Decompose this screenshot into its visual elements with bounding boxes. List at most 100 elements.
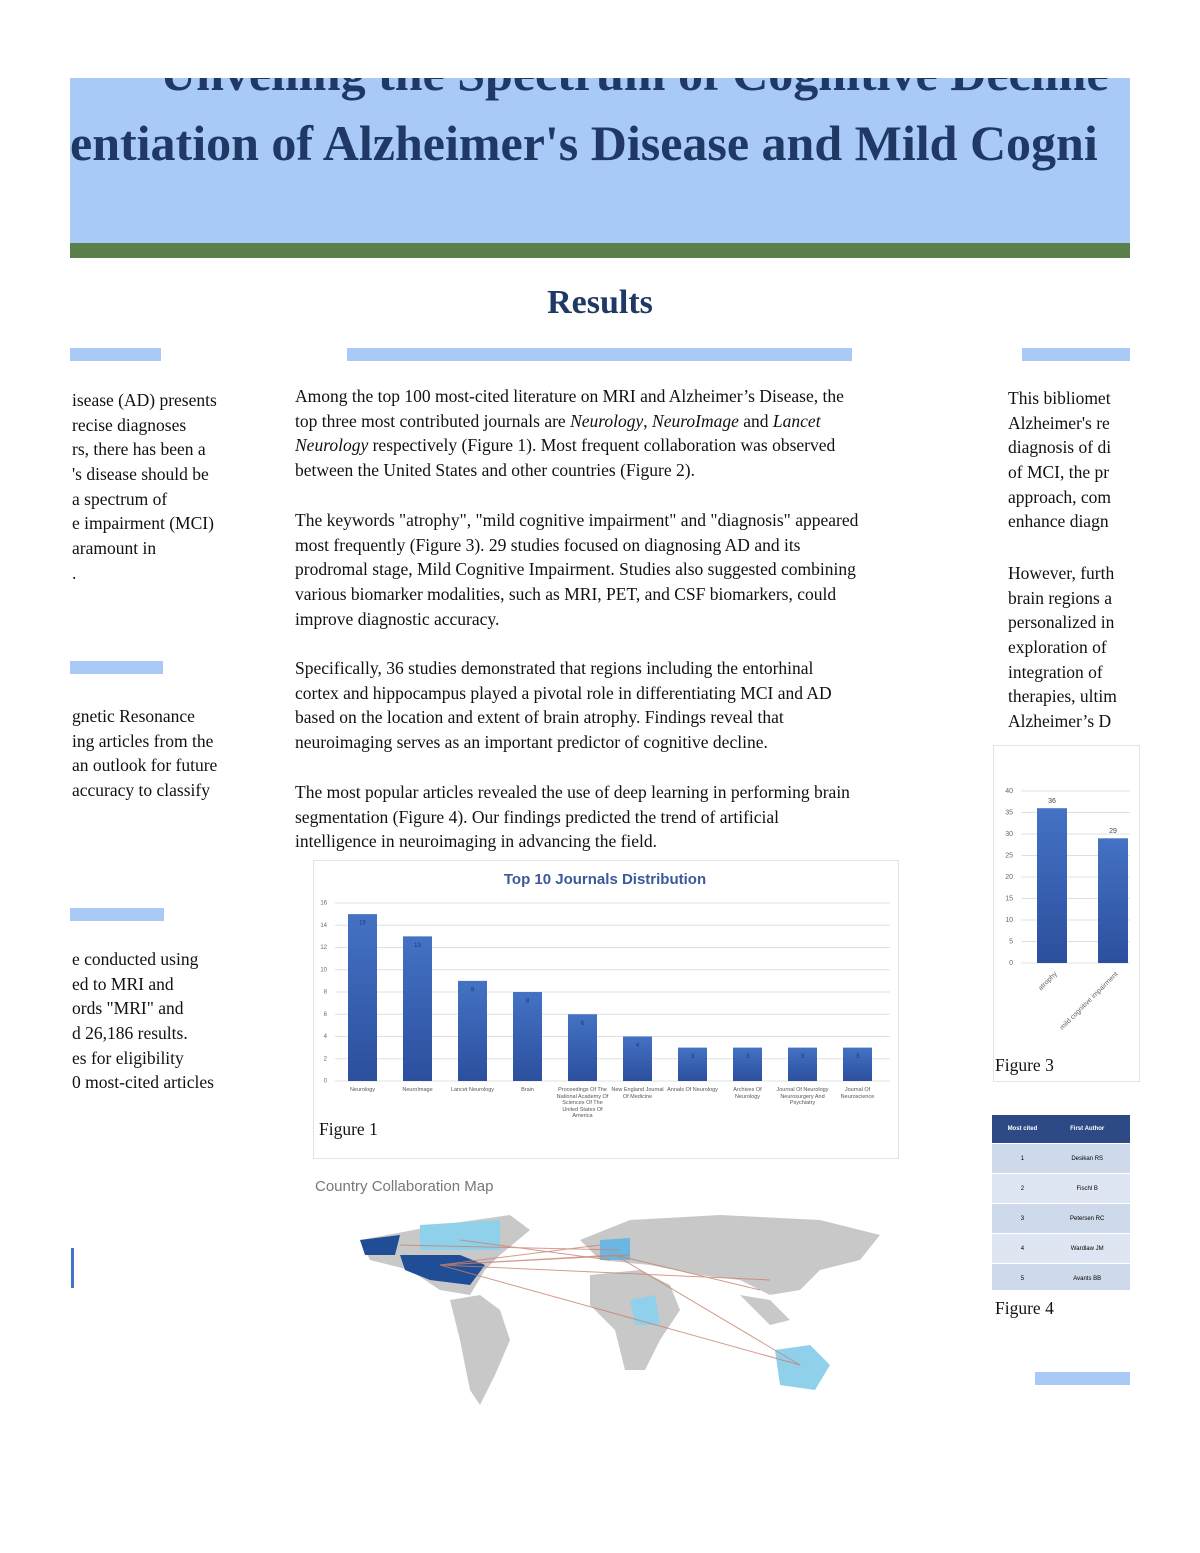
table-cell: Desikan RS <box>1052 1143 1122 1174</box>
text-block: e conducted using ed to MRI and ords "MRI"… <box>72 947 272 1095</box>
figure-caption: Figure 3 <box>995 1055 1054 1075</box>
country <box>360 1235 400 1255</box>
table-cell: Fischl B <box>1052 1173 1122 1204</box>
data-label: 3 <box>691 1054 695 1060</box>
text-line: The keywords "atrophy", "mild cognitive … <box>295 510 859 530</box>
text-line: However, furth <box>1008 563 1115 583</box>
text-line: therapies, ultim <box>1008 686 1117 707</box>
text-line: e impairment (MCI) <box>72 513 214 534</box>
y-tick-label: 10 <box>320 967 327 973</box>
data-label: 15 <box>359 921 366 927</box>
country <box>775 1345 830 1390</box>
y-tick-label: 2 <box>324 1056 328 1062</box>
data-label: 36 <box>1048 798 1056 805</box>
header-band <box>70 78 1130 243</box>
text-line: ords "MRI" and <box>72 998 184 1019</box>
table-header-cell: Most cited <box>992 1115 1053 1144</box>
y-tick-label: 5 <box>1009 938 1013 945</box>
text-line: intelligence in neuroimaging in advancin… <box>295 831 658 852</box>
country <box>630 1295 660 1325</box>
bar <box>458 980 487 1081</box>
title-line: entiation of Alzheimer's Disease and Mil… <box>70 115 1098 171</box>
bar <box>568 1014 597 1081</box>
data-label: 9 <box>471 987 475 993</box>
figure-frame <box>313 860 899 1159</box>
x-tick-label: mild cognitive impairment <box>1059 971 1120 1032</box>
text-line: brain regions a <box>1008 587 1112 608</box>
text-line: e conducted using <box>72 949 199 969</box>
data-label: 29 <box>1109 828 1117 835</box>
text-line: recise diagnoses <box>72 414 187 435</box>
x-tick-label-box: New England Journal Of Medicine <box>611 1087 664 1100</box>
data-label: 3 <box>801 1054 805 1060</box>
text-line: The most popular articles revealed the u… <box>295 782 850 802</box>
map-title: Country Collaboration Map <box>315 1178 494 1195</box>
table-cell: 1 <box>992 1143 1053 1174</box>
data-label: 6 <box>581 1021 585 1027</box>
italic-run: Lancet <box>772 410 821 431</box>
italic-run: NeuroImage <box>652 410 739 431</box>
x-tick-label-box: Journal Of Neurology Neurosurgery And Ps… <box>777 1087 829 1106</box>
bar <box>1037 808 1067 963</box>
y-tick-label: 0 <box>1009 960 1013 967</box>
bar <box>678 1047 707 1081</box>
text-line: approach, com <box>1008 486 1112 507</box>
y-tick-label: 14 <box>320 923 327 929</box>
text-line: cortex and hippocampus played a pivotal … <box>295 682 832 703</box>
y-tick-label: 20 <box>1005 874 1013 881</box>
x-tick-label-box: Annals Of Neurology <box>667 1087 718 1093</box>
text-run: top three most contributed journals are <box>295 410 571 431</box>
x-tick-label: Archives Of Neurology <box>733 1087 762 1100</box>
y-tick-label: 4 <box>324 1034 328 1040</box>
data-label: 3 <box>856 1054 860 1060</box>
x-tick-label: New England Journal Of Medicine <box>611 1087 664 1100</box>
text-line: prodromal stage, Mild Cognitive Impairme… <box>295 559 856 580</box>
text-line: top three most contributed journals are … <box>295 409 975 434</box>
bar <box>733 1047 762 1081</box>
bar <box>403 936 432 1081</box>
x-tick-label-box: Journal Of Neuroscience <box>841 1087 875 1100</box>
bar <box>1098 838 1128 963</box>
x-tick-label-box: NeuroImage <box>402 1087 432 1093</box>
text-line: accuracy to classify <box>72 780 210 801</box>
text-block: isease (AD) presents recise diagnoses rs, … <box>72 388 272 586</box>
section-bar <box>70 348 161 361</box>
section-bar <box>1035 1372 1130 1385</box>
text-block: This bibliomet Alzheimer's re diagnosis of… <box>1008 386 1130 534</box>
text-line: most frequently (Figure 3). 29 studies f… <box>295 534 801 555</box>
data-label: 4 <box>636 1043 640 1049</box>
text-line: integration of <box>1008 661 1103 682</box>
section-bar <box>347 348 852 361</box>
section-bar <box>70 661 163 674</box>
table-header-cell: First Author <box>1052 1115 1122 1144</box>
text-line: rs, there has been a <box>72 439 206 460</box>
x-tick-label-box: Brain <box>521 1087 534 1093</box>
italic-run: Neurology <box>295 435 369 456</box>
text-line: of MCI, the pr <box>1008 462 1110 483</box>
accent-line <box>71 1248 74 1288</box>
text-run: between the United States and other coun… <box>295 460 695 481</box>
section-bar <box>70 908 164 921</box>
collaboration-map <box>360 1215 880 1405</box>
text-line: 's disease should be <box>72 464 209 485</box>
text-line: an outlook for future <box>72 755 218 776</box>
table-cell: 2 <box>992 1173 1053 1204</box>
table-cell: Avants BB <box>1052 1263 1122 1290</box>
table-cell: Symmetric diff <box>1121 1263 1130 1290</box>
text-block: However, furth brain regions a personalize… <box>1008 561 1130 734</box>
text-line: 0 most-cited articles <box>72 1072 214 1093</box>
text-run: , <box>643 410 653 431</box>
table-cell: Curr <box>1121 1203 1130 1234</box>
text-line: ing articles from the <box>72 730 214 751</box>
figure-caption: Figure 1 <box>319 1119 378 1139</box>
table-header-cell: Title <box>1121 1115 1130 1144</box>
text-line: This bibliomet <box>1008 388 1111 408</box>
x-tick-label: Brain <box>521 1087 534 1093</box>
title-clip: Unveiling the Spectrum of Cognitive Decl… <box>70 78 1130 243</box>
table-cell: 3 <box>992 1203 1053 1234</box>
